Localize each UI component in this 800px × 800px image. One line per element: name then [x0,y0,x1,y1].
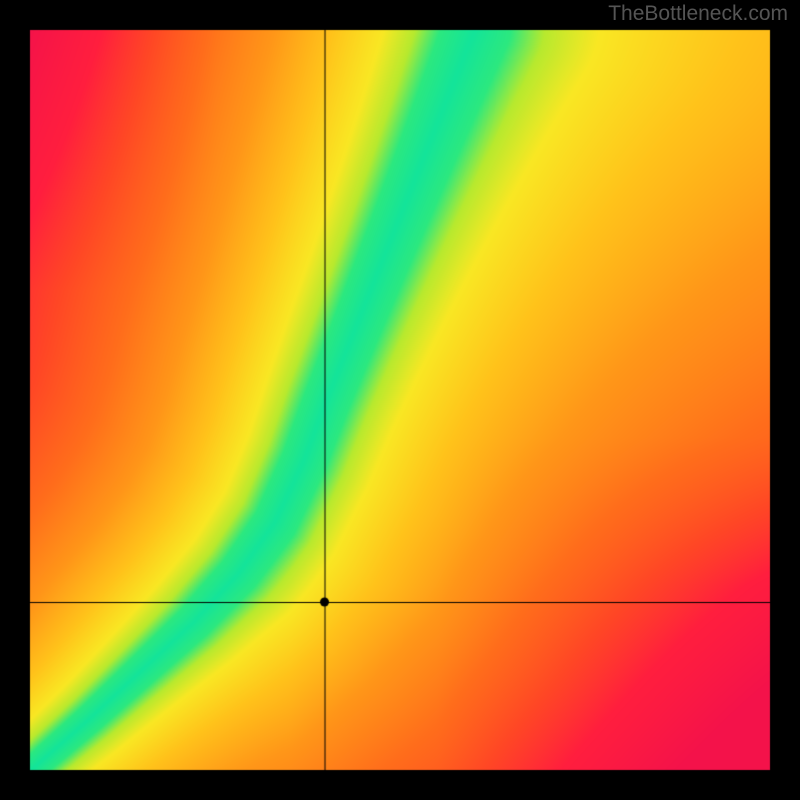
chart-container: TheBottleneck.com [0,0,800,800]
heatmap-canvas [0,0,800,800]
watermark-text: TheBottleneck.com [608,2,788,26]
